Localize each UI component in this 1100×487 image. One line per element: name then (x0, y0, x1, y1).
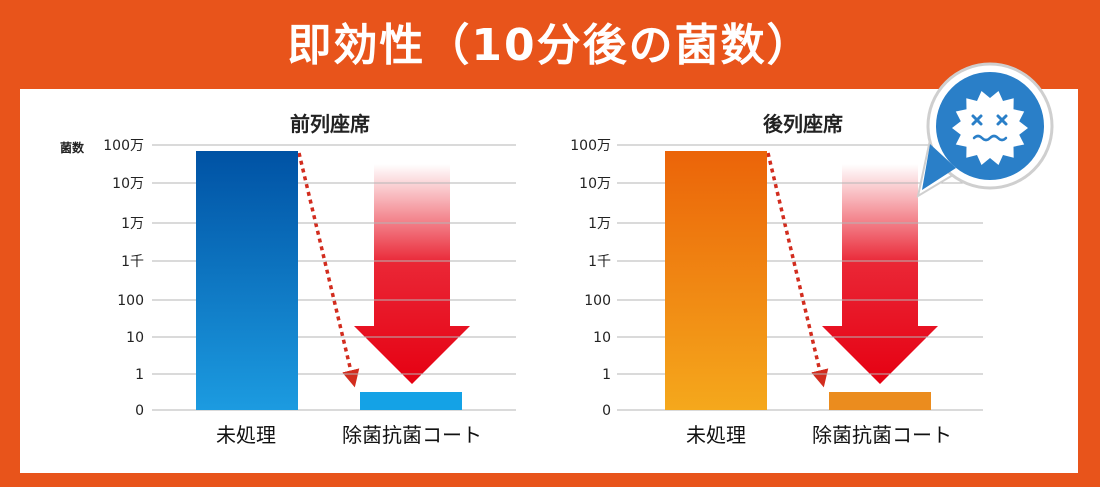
reduction-arrow (822, 164, 938, 384)
x-category-label: 未処理 (686, 423, 746, 447)
x-category-label: 除菌抗菌コート (812, 423, 952, 447)
y-tick-label: 1 (602, 367, 611, 383)
y-tick-label: 100万 (570, 138, 611, 154)
x-category-label: 除菌抗菌コート (342, 423, 482, 447)
y-tick-label: 1万 (588, 216, 611, 232)
y-tick-label: 10 (593, 330, 611, 346)
y-tick-label: 10万 (112, 176, 144, 192)
dotted-arrow (297, 152, 360, 388)
arrow-layer (297, 152, 938, 388)
y-tick-label: 10万 (579, 176, 611, 192)
y-tick-label: 1千 (121, 254, 144, 270)
x-category-label: 未処理 (216, 423, 276, 447)
speech-bubble-icon (916, 62, 1054, 199)
y-tick-label: 10 (126, 330, 144, 346)
y-tick-label: 1 (135, 367, 144, 383)
bar (196, 151, 298, 410)
y-tick-label: 1千 (588, 254, 611, 270)
y-axis-label: 菌数 (60, 140, 85, 155)
bar (829, 392, 931, 410)
page-title: 即効性（10分後の菌数） (287, 20, 813, 71)
chart-title: 後列座席 (763, 112, 843, 136)
bar (360, 392, 462, 410)
y-tick-label: 100万 (103, 138, 144, 154)
y-tick-label: 100 (584, 293, 611, 309)
y-tick-label: 0 (602, 403, 611, 419)
y-tick-label: 100 (117, 293, 144, 309)
reduction-arrow (354, 164, 470, 384)
germ-icon (952, 91, 1028, 165)
y-tick-label: 1万 (121, 216, 144, 232)
chart-title: 前列座席 (290, 112, 370, 136)
bar (665, 151, 767, 410)
dotted-arrow (766, 152, 829, 388)
y-tick-label: 0 (135, 403, 144, 419)
